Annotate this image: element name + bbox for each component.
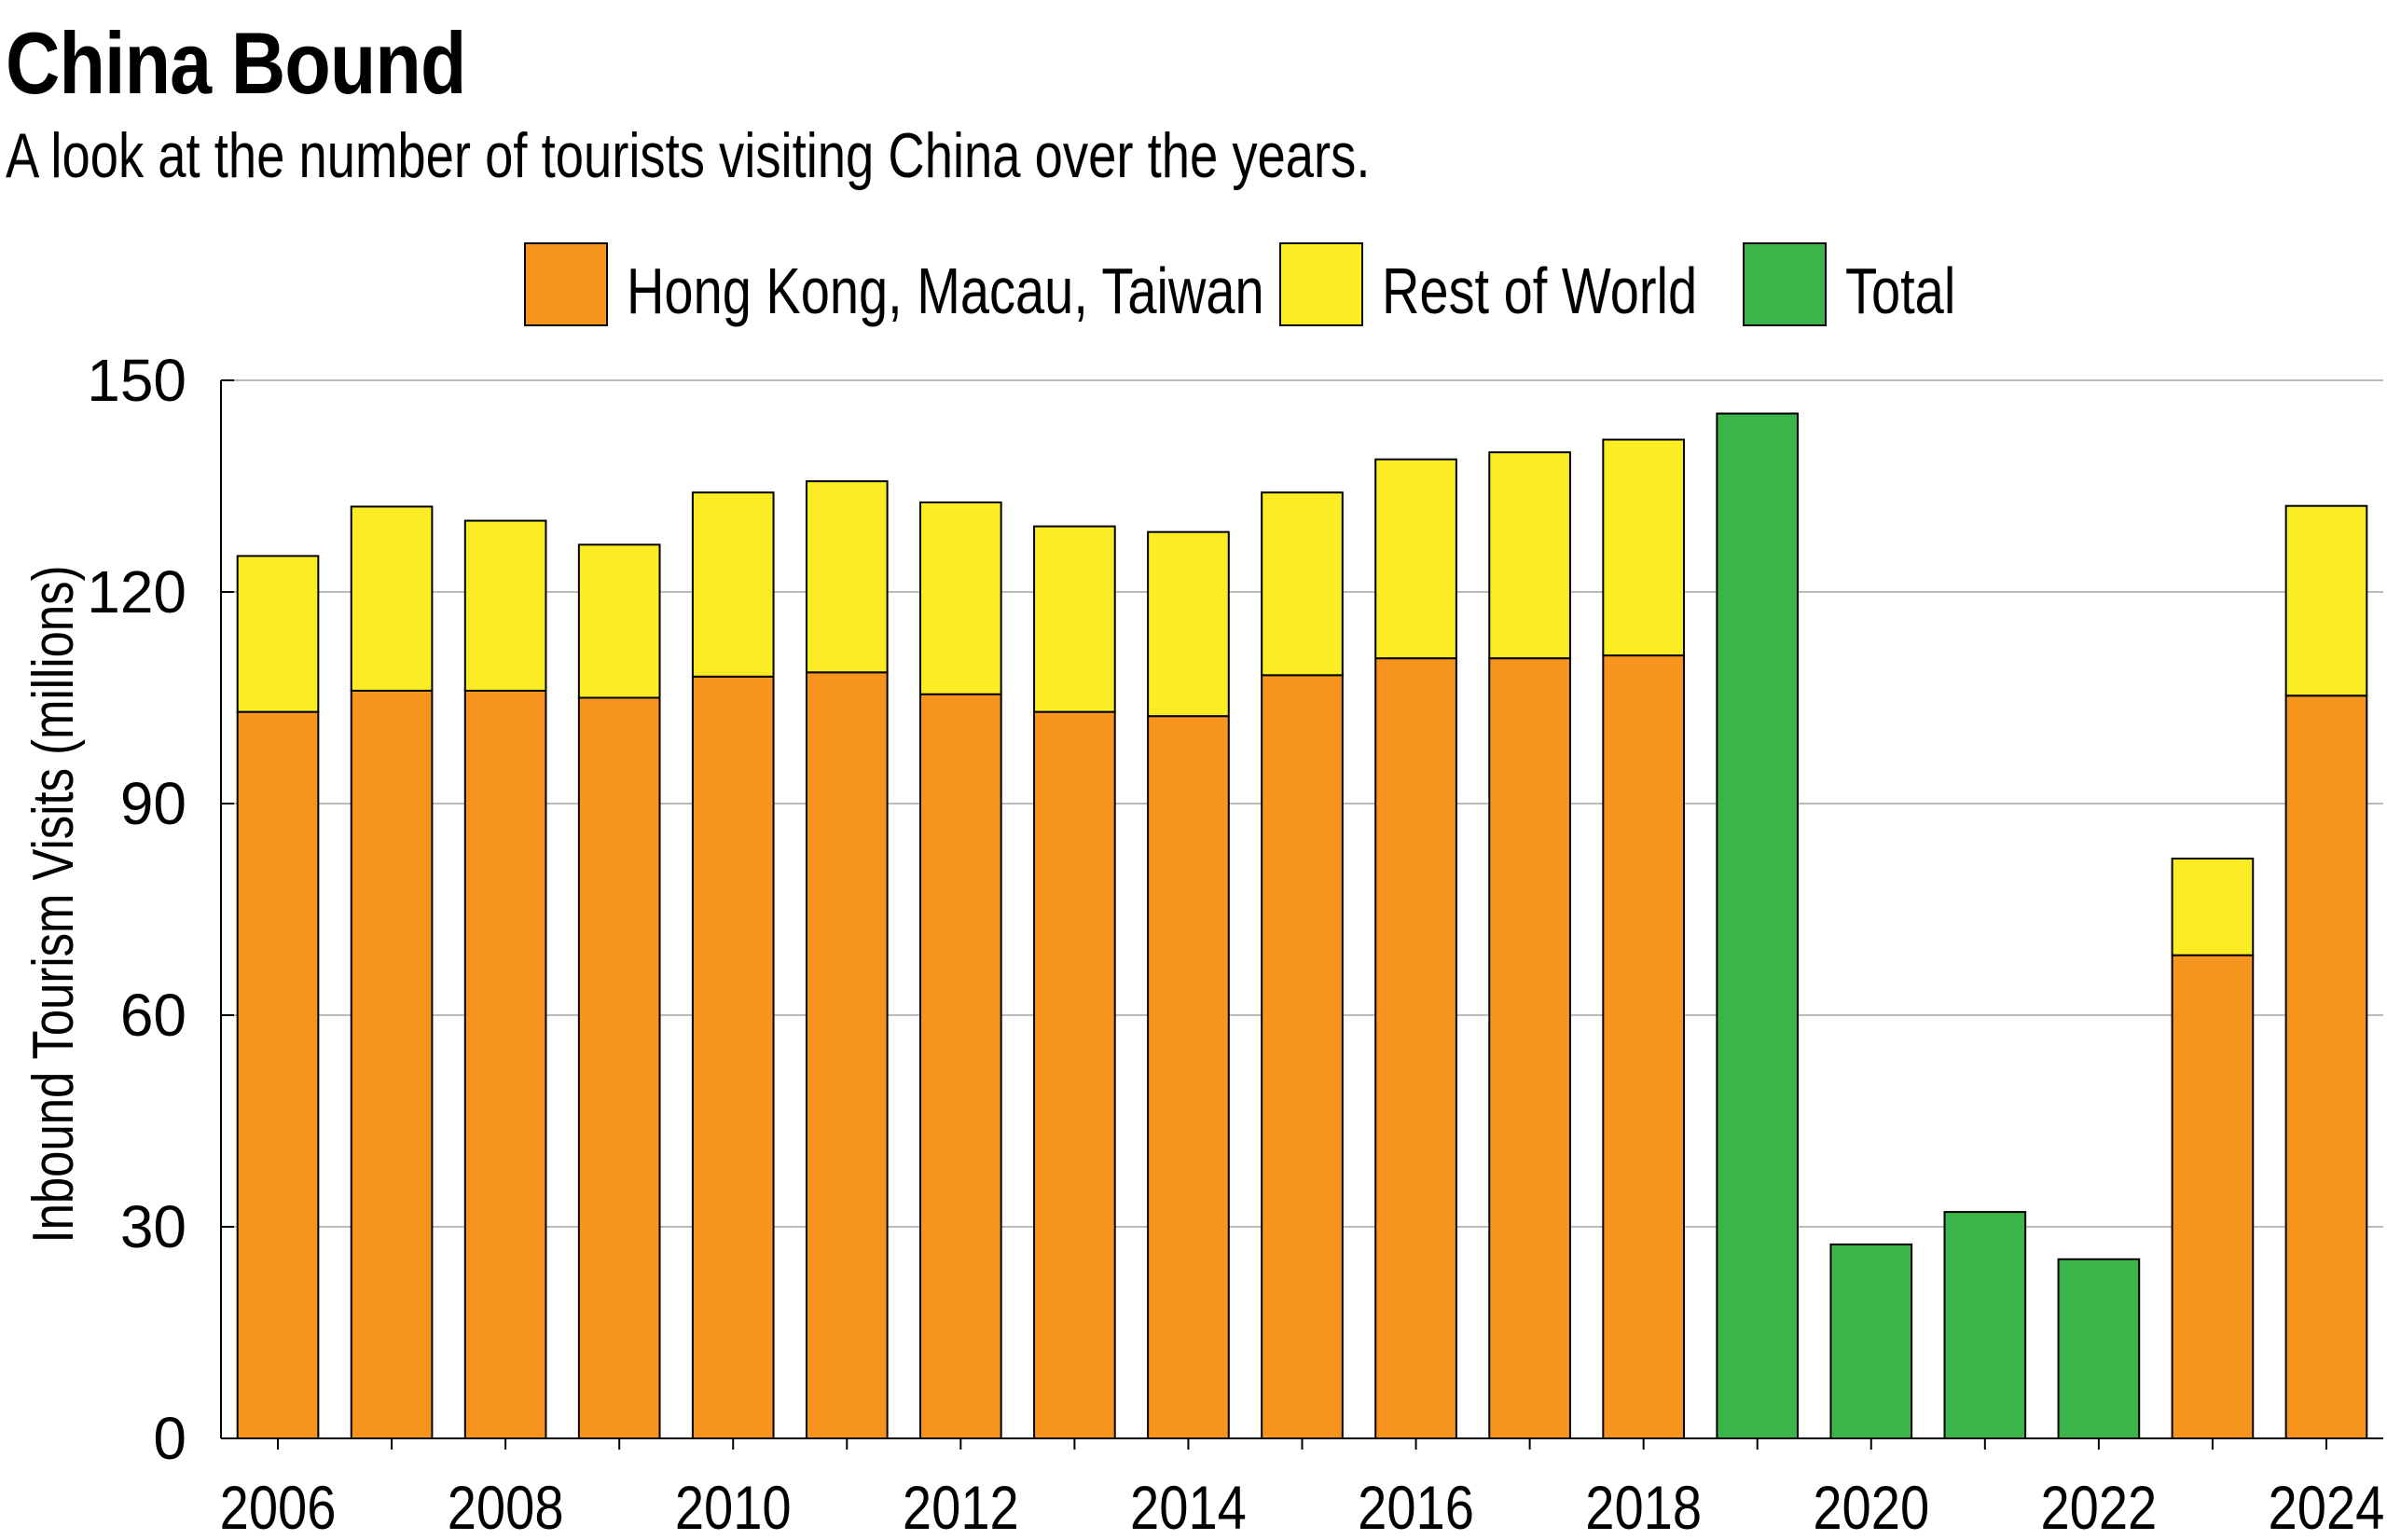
bar-2022-total — [2057, 1258, 2141, 1439]
bar-2007-hk — [350, 689, 434, 1439]
bar-2013-row — [1033, 525, 1116, 713]
bar-2012-row — [919, 501, 1002, 695]
y-tick-label: 90 — [120, 770, 186, 837]
bar-2011-row — [805, 480, 889, 674]
y-tick-label: 30 — [120, 1193, 186, 1260]
legend-swatch-row — [1279, 242, 1363, 326]
bars — [236, 412, 2368, 1439]
x-tick-label: 2018 — [1585, 1474, 1702, 1540]
x-tick-label: 2020 — [1813, 1474, 1929, 1540]
legend-label-row: Rest of World — [1382, 255, 1697, 327]
x-tick-label: 2022 — [2040, 1474, 2157, 1540]
bar-2011-hk — [805, 671, 889, 1439]
bar-2012-hk — [919, 693, 1002, 1439]
x-tick-label: 2010 — [675, 1474, 792, 1540]
y-tick-label: 150 — [87, 347, 186, 414]
bar-2024-hk — [2284, 694, 2368, 1439]
bar-2010-row — [691, 491, 775, 678]
legend: Hong Kong, Macau, Taiwan Rest of World Tot… — [524, 242, 1955, 327]
bar-2008-row — [463, 519, 547, 692]
bar-2023-hk — [2171, 954, 2255, 1439]
bar-2014-hk — [1147, 715, 1230, 1439]
bar-2016-row — [1374, 458, 1457, 660]
bar-2015-row — [1261, 491, 1344, 677]
bar-2013-hk — [1033, 710, 1116, 1439]
axes: 0 30 60 90 120 150 2006 2008 2010 2012 2014 2016 201… — [87, 347, 2384, 1540]
bar-2006-hk — [236, 710, 320, 1439]
bar-2021-total — [1943, 1211, 2027, 1439]
legend-swatch-hk — [524, 242, 608, 326]
bar-2018-row — [1602, 438, 1685, 657]
bar-2019-total — [1716, 412, 1800, 1439]
x-tick-label: 2008 — [448, 1474, 564, 1540]
x-tick-label: 2014 — [1130, 1474, 1247, 1540]
bar-2024-row — [2284, 504, 2368, 697]
bar-2023-row — [2171, 858, 2255, 956]
bar-2009-hk — [577, 696, 661, 1439]
bar-2016-hk — [1374, 657, 1457, 1439]
x-tick-label: 2016 — [1358, 1474, 1474, 1540]
y-tick-label: 60 — [120, 982, 186, 1049]
bar-2014-row — [1147, 530, 1230, 718]
bar-2008-hk — [463, 689, 547, 1439]
x-tick-label: 2006 — [220, 1474, 337, 1540]
y-tick-label: 0 — [153, 1405, 186, 1472]
bar-2006-row — [236, 555, 320, 713]
y-tick-label: 120 — [87, 558, 186, 626]
chart-subtitle: A look at the number of tourists visitin… — [6, 120, 1371, 191]
bar-2018-hk — [1602, 654, 1685, 1439]
bar-2017-row — [1488, 451, 1571, 660]
x-tick-label: 2024 — [2269, 1474, 2385, 1540]
bar-2017-hk — [1488, 657, 1571, 1439]
x-tick-label: 2012 — [903, 1474, 1019, 1540]
legend-label-hk: Hong Kong, Macau, Taiwan — [627, 255, 1264, 327]
y-axis-label: Inbound Tourism Visits (millions) — [21, 565, 86, 1243]
bar-2007-row — [350, 505, 434, 692]
bar-2020-total — [1829, 1243, 1913, 1439]
bar-2010-hk — [691, 675, 775, 1439]
bar-2015-hk — [1261, 674, 1344, 1439]
legend-swatch-total — [1743, 242, 1827, 326]
legend-label-total: Total — [1845, 255, 1955, 327]
chart-title: China Bound — [6, 14, 466, 112]
bar-2009-row — [577, 543, 661, 699]
